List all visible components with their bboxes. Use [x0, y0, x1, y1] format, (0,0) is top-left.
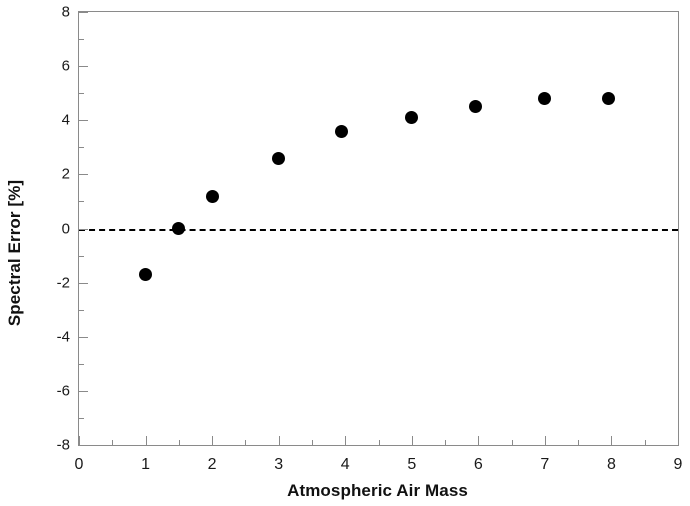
y-axis-tick-label: 0 [61, 220, 70, 237]
y-axis-tick-label: 8 [61, 3, 70, 21]
x-axis-minor-tick [112, 440, 114, 445]
x-axis-major-tick [145, 436, 147, 445]
y-axis-minor-tick [79, 201, 84, 203]
x-axis-tick-label: 3 [274, 456, 284, 473]
x-axis-minor-tick [644, 440, 646, 445]
x-axis-minor-tick [445, 440, 447, 445]
x-axis-major-tick [345, 436, 347, 445]
x-axis-tick-label: 4 [340, 456, 350, 473]
y-axis-minor-tick [79, 417, 84, 419]
y-axis-major-tick [79, 228, 88, 230]
data-point [139, 268, 153, 281]
x-axis-tick-label: 1 [141, 456, 150, 473]
x-axis-title: Atmospheric Air Mass [287, 481, 468, 500]
x-axis-tick-label: 2 [207, 456, 217, 473]
x-axis-tick-label: 9 [673, 456, 683, 473]
x-axis-minor-tick [311, 440, 313, 445]
y-axis-minor-tick [79, 255, 84, 257]
x-axis-tick-label: 8 [606, 456, 616, 473]
data-point [601, 92, 615, 106]
x-axis-major-tick [278, 436, 280, 445]
y-axis-major-tick [79, 282, 88, 284]
y-axis-title-label: Spectral Error [%] [5, 179, 24, 327]
x-axis-minor-tick [511, 440, 513, 445]
x-axis-major-tick [212, 436, 214, 445]
y-axis-major-tick [79, 336, 88, 338]
x-axis-major-tick [79, 436, 80, 445]
x-axis-major-tick [611, 436, 613, 445]
y-axis-minor-tick [79, 147, 84, 149]
y-axis-tick-label: 6 [61, 57, 70, 75]
y-axis-major-tick [79, 66, 88, 68]
zero-reference-line [79, 228, 678, 231]
data-point [335, 124, 349, 138]
data-point [468, 100, 482, 114]
data-point [172, 222, 186, 235]
x-axis-major-tick [411, 436, 413, 445]
y-axis-tick-label: 4 [61, 111, 70, 129]
data-point [205, 189, 219, 203]
x-axis-major-tick [678, 436, 679, 445]
x-axis-minor-tick [378, 440, 380, 445]
x-axis-major-tick [478, 436, 480, 445]
y-axis-minor-tick [79, 39, 84, 41]
y-axis-minor-tick [79, 309, 84, 311]
y-axis-major-tick [79, 12, 88, 13]
y-axis-tick-label: -6 [56, 382, 70, 400]
x-axis-minor-tick [245, 440, 247, 445]
y-axis-major-tick [79, 174, 88, 176]
y-axis-major-tick [79, 120, 88, 122]
y-axis-minor-tick [79, 363, 84, 365]
plot-area: 8 6 4 2 0 -2 -4 -6 -8 0 1 2 3 4 5 6 7 8 9 [57, 5, 683, 473]
y-axis-tick-label: -8 [56, 436, 70, 454]
data-point [405, 111, 419, 125]
x-axis-tick-label: 0 [74, 456, 84, 473]
y-axis-tick-label: 2 [61, 165, 70, 183]
data-point [538, 92, 552, 106]
x-axis-minor-tick [178, 440, 180, 445]
x-axis-tick-label: 6 [473, 456, 483, 473]
x-axis-tick-label: 5 [407, 456, 417, 473]
y-axis-tick-label: -2 [56, 274, 70, 292]
data-point [272, 151, 286, 165]
y-axis-major-tick [79, 445, 88, 446]
y-axis-title: Spectral Error [%] [0, 0, 30, 506]
y-axis-major-tick [79, 390, 88, 392]
x-axis-major-tick [544, 436, 546, 445]
x-axis-tick-label: 7 [540, 456, 550, 473]
y-axis-tick-label: -4 [56, 328, 70, 346]
x-axis-minor-tick [578, 440, 580, 445]
y-axis-minor-tick [79, 93, 84, 95]
